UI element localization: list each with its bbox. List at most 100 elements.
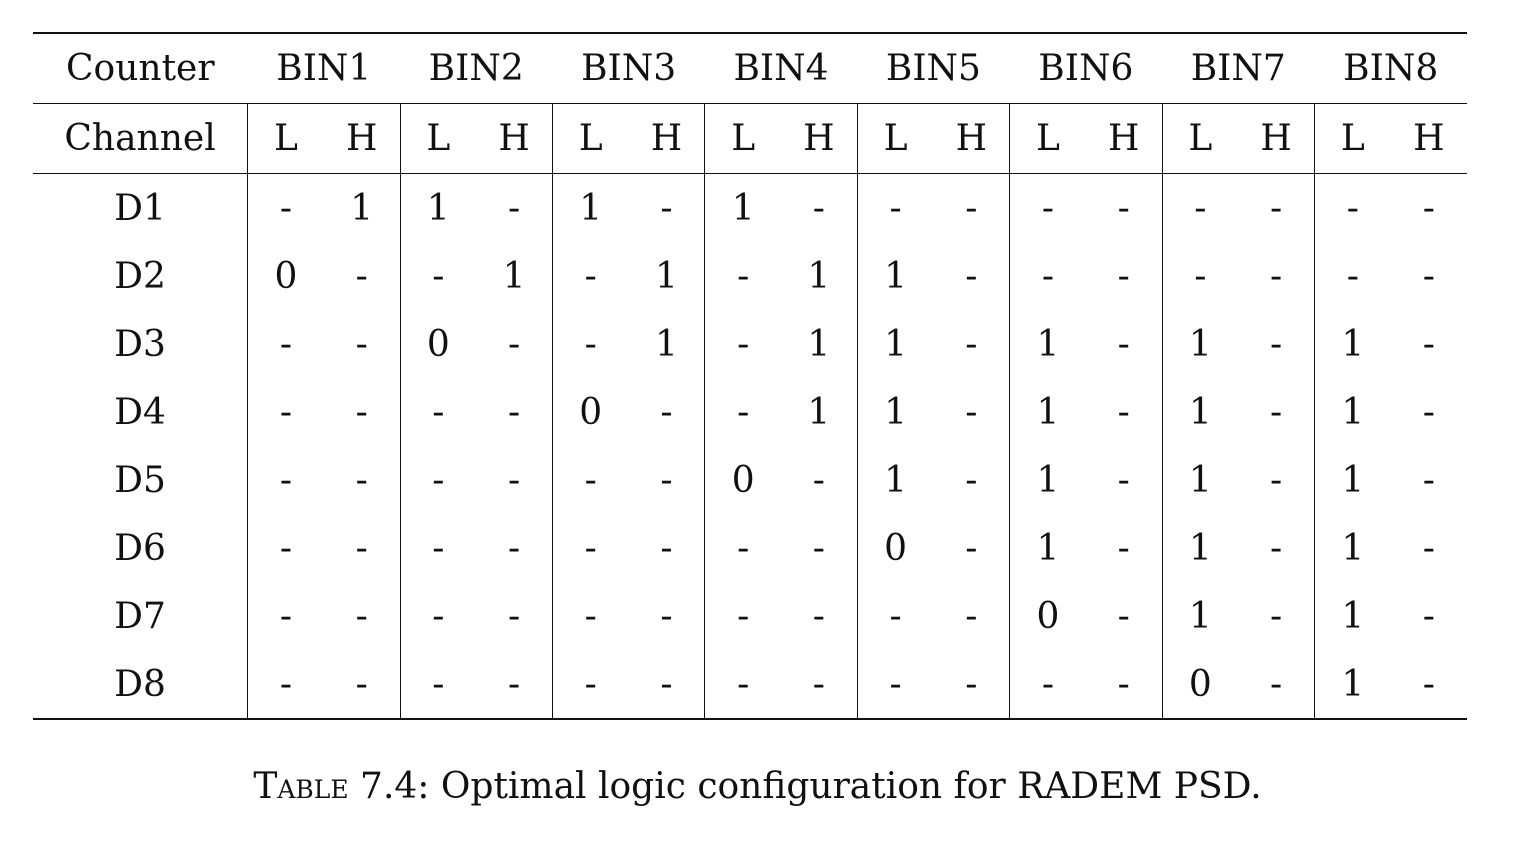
low-subheader-cell: L <box>856 103 934 174</box>
low-value-cell: 1 <box>704 173 782 242</box>
high-value-cell: - <box>628 650 705 720</box>
high-value-cell: - <box>1270 527 1283 569</box>
low-value-cell: - <box>399 378 477 446</box>
low-value-cell: - <box>856 173 934 242</box>
high-value-cell: - <box>812 187 825 229</box>
low-value-cell: 1 <box>399 173 477 242</box>
high-value-cell: - <box>1117 255 1130 297</box>
high-value-cell: - <box>1085 650 1163 720</box>
low-value-cell: - <box>399 582 477 650</box>
high-value-cell: - <box>812 527 825 569</box>
bin-header-cell: BIN2 <box>400 32 553 104</box>
high-value-cell: - <box>1422 459 1435 501</box>
high-value-cell: - <box>965 255 978 297</box>
high-value-cell: - <box>1422 255 1435 297</box>
high-value-cell: - <box>476 650 553 720</box>
bin-header-cell: BIN6 <box>1009 32 1163 104</box>
low-value-cell: 1 <box>1313 582 1391 650</box>
low-value-cell: - <box>551 582 629 650</box>
low-value-cell: 1 <box>1161 310 1239 378</box>
high-value-cell: - <box>933 650 1010 720</box>
low-value-cell: 0 <box>1009 582 1086 650</box>
high-value-cell: - <box>507 527 521 569</box>
low-subheader-cell: L <box>1009 103 1086 174</box>
low-subheader-cell: L <box>704 103 782 174</box>
high-value-cell: - <box>1117 323 1130 365</box>
channel-cell: D5 <box>114 459 166 501</box>
low-value-cell: - <box>551 446 629 514</box>
high-subheader-cell: H <box>1390 103 1467 174</box>
channel-cell: D3 <box>114 323 166 365</box>
table-row: D2 0- -1-1-1 1- - - - - - - <box>33 242 1467 310</box>
table-body: D1-1 1-1-1- - - - - - - - - D2 0- -1-1-1 1- - - - - - - D3- -… <box>33 173 1467 720</box>
low-value-cell: - <box>247 446 324 514</box>
low-value-cell: - <box>856 650 934 720</box>
low-value-cell: 0 <box>704 446 782 514</box>
low-value-cell: - <box>247 378 324 446</box>
low-value-cell: - <box>247 173 324 242</box>
high-value-cell: - <box>1270 323 1283 365</box>
low-value-cell: - <box>1009 242 1086 310</box>
low-value-cell: 1 <box>1009 446 1086 514</box>
bin-header-cell: BIN3 <box>552 32 705 104</box>
channel-cell: D8 <box>33 650 248 720</box>
low-value-cell: - <box>1009 650 1086 720</box>
high-value-cell: - <box>1422 527 1435 569</box>
table-caption: Table 7.4: Optimal logic configuration f… <box>0 766 1515 807</box>
high-subheader-cell: H <box>1238 103 1315 174</box>
low-value-cell: 0 <box>247 242 324 310</box>
high-value-cell: - <box>355 323 368 365</box>
high-value-cell: - <box>1270 595 1283 637</box>
low-value-cell: 1 <box>1009 378 1086 446</box>
table-row: D6- - - - - - - -0-1-1-1- <box>33 514 1467 582</box>
high-value-cell: - <box>1390 650 1467 720</box>
low-value-cell: 1 <box>1313 310 1391 378</box>
high-value-cell: - <box>660 187 673 229</box>
low-value-cell: - <box>704 650 782 720</box>
low-value-cell: - <box>704 582 782 650</box>
low-value-cell: - <box>399 650 477 720</box>
table-row: D3- -0- -1-1 1-1-1-1- <box>33 310 1467 378</box>
low-value-cell: 1 <box>1161 514 1239 582</box>
high-value-cell: - <box>1270 255 1283 297</box>
low-subheader-cell: L <box>1161 103 1239 174</box>
high-value-cell: - <box>507 323 521 365</box>
low-value-cell: 1 <box>856 378 934 446</box>
high-value-cell: - <box>507 187 521 229</box>
low-value-cell: 0 <box>1161 650 1239 720</box>
high-value-cell: - <box>812 459 825 501</box>
low-value-cell: - <box>551 242 629 310</box>
channel-cell: D7 <box>114 595 166 637</box>
high-value-cell: - <box>1270 391 1283 433</box>
high-value-cell: - <box>1270 459 1283 501</box>
high-subheader-cell: H <box>323 103 400 174</box>
high-value-cell: 1 <box>807 391 831 433</box>
low-value-cell: - <box>551 650 629 720</box>
low-value-cell: 1 <box>1313 378 1391 446</box>
high-value-cell: - <box>323 650 400 720</box>
counter-header-cell: Counter <box>33 32 248 104</box>
high-value-cell: - <box>965 527 978 569</box>
table-row: D7- - - - - - - - - -0-1-1- <box>33 582 1467 650</box>
high-value-cell: - <box>965 323 978 365</box>
caption-text: Optimal logic configuration for RADEM PS… <box>440 766 1262 807</box>
high-value-cell: - <box>965 595 978 637</box>
bin-header-cell: BIN7 <box>1162 32 1315 104</box>
low-value-cell: 0 <box>856 514 934 582</box>
low-value-cell: 0 <box>551 378 629 446</box>
low-value-cell: 1 <box>551 173 629 242</box>
channel-cell: D2 <box>114 255 166 297</box>
high-value-cell: - <box>1422 391 1435 433</box>
low-value-cell: - <box>247 650 324 720</box>
high-value-cell: - <box>812 595 825 637</box>
high-subheader-cell: H <box>933 103 1010 174</box>
low-value-cell: - <box>247 514 324 582</box>
high-value-cell: 1 <box>655 255 678 297</box>
low-value-cell: - <box>1313 173 1391 242</box>
high-subheader-cell: H <box>628 103 705 174</box>
low-value-cell: - <box>704 514 782 582</box>
high-value-cell: - <box>355 459 368 501</box>
low-value-cell: 1 <box>856 310 934 378</box>
low-value-cell: - <box>1313 242 1391 310</box>
high-value-cell: 1 <box>655 323 678 365</box>
